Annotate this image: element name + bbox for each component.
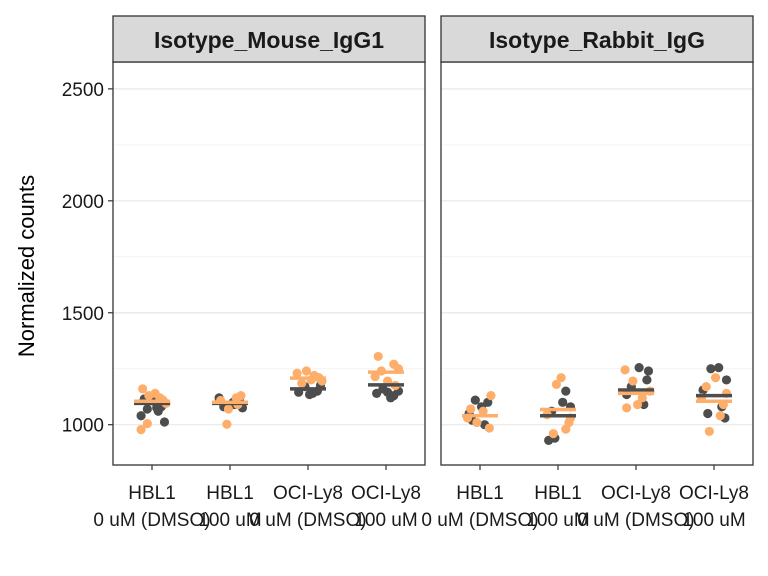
panel-isotype-rabbit-igg: Isotype_Rabbit_IgG HBL1 0 uM (DMSO) HBL1 10… xyxy=(421,15,754,531)
data-point-dark xyxy=(386,393,396,403)
data-point-orange xyxy=(222,419,232,429)
y-tick-label: 1000 xyxy=(62,416,104,437)
data-point-dark xyxy=(642,375,652,385)
data-point-orange xyxy=(620,365,630,375)
data-point-dark xyxy=(153,406,163,416)
x-tick-label-line2: 100 uM xyxy=(526,510,589,531)
data-point-orange xyxy=(297,378,307,388)
data-point-orange xyxy=(701,382,711,392)
data-point-dark xyxy=(308,388,318,398)
y-axis-title: Normalized counts xyxy=(14,175,39,357)
x-tick-label-line2: 100 uM xyxy=(198,510,261,531)
data-point-dark xyxy=(159,417,170,427)
strip-background xyxy=(112,15,426,63)
data-point-dark xyxy=(136,411,146,421)
data-point-orange xyxy=(236,390,246,401)
data-point-dark xyxy=(721,375,732,385)
x-tick-label-line1: HBL1 xyxy=(206,483,254,504)
data-point-orange xyxy=(136,425,146,435)
x-tick-label-line2: 0 uM (DMSO) xyxy=(93,510,210,531)
data-point-orange xyxy=(622,403,632,413)
x-tick-label-line1: OCI-Ly8 xyxy=(679,483,749,504)
data-point-dark xyxy=(703,408,713,419)
x-tick-label-line2: 0 uM (DMSO) xyxy=(249,510,366,531)
data-point-orange xyxy=(637,393,647,403)
data-point-orange xyxy=(548,429,558,439)
strip-title: Isotype_Mouse_IgG1 xyxy=(154,27,384,53)
x-tick-label-line2: 100 uM xyxy=(682,510,745,531)
data-point-dark xyxy=(706,364,716,374)
x-tick-label-line1: OCI-Ly8 xyxy=(351,483,421,504)
data-point-orange xyxy=(466,404,476,414)
data-point-orange xyxy=(710,373,721,383)
y-tick-label: 2000 xyxy=(62,192,104,213)
data-point-orange xyxy=(150,388,160,398)
strip-title: Isotype_Rabbit_IgG xyxy=(489,27,705,53)
x-tick-label-line2: 0 uM (DMSO) xyxy=(421,510,538,531)
data-point-dark xyxy=(142,404,152,414)
data-point-orange xyxy=(472,417,482,428)
data-point-orange xyxy=(556,373,566,383)
data-point-orange xyxy=(292,368,302,378)
data-point-orange xyxy=(142,418,152,429)
data-point-orange xyxy=(478,406,488,416)
data-point-dark xyxy=(470,395,480,405)
data-point-orange xyxy=(373,351,383,362)
y-tick-label: 2500 xyxy=(62,80,104,101)
data-point-orange xyxy=(486,390,496,401)
data-point-orange xyxy=(223,404,234,414)
data-point-orange xyxy=(301,366,312,376)
x-tick-label-line2: 100 uM xyxy=(354,510,417,531)
x-tick-label-line1: HBL1 xyxy=(456,483,504,504)
data-point-orange xyxy=(632,399,643,410)
x-tick-label-line2: 0 uM (DMSO) xyxy=(577,510,694,531)
x-tick-label-line1: OCI-Ly8 xyxy=(601,483,671,504)
data-point-dark xyxy=(714,363,724,373)
data-point-orange xyxy=(484,423,494,433)
data-point-orange xyxy=(628,376,638,386)
panel-isotype-mouse-igg1: Isotype_Mouse_IgG1 HBL1 0 uM (DMSO) HBL1 10… xyxy=(93,15,426,531)
data-point-dark xyxy=(643,366,654,376)
data-point-orange xyxy=(551,379,562,389)
strip-background xyxy=(440,15,754,63)
data-point-dark xyxy=(558,397,568,407)
x-tick-label-line1: HBL1 xyxy=(534,483,582,504)
x-tick-label-line1: HBL1 xyxy=(128,483,176,504)
data-point-dark xyxy=(634,363,644,373)
x-tick-label-line1: OCI-Ly8 xyxy=(273,483,343,504)
y-axis: 1000 1500 2000 2500 xyxy=(62,80,113,437)
data-point-dark xyxy=(561,386,571,396)
data-point-orange xyxy=(370,371,380,382)
data-point-orange xyxy=(704,426,714,437)
data-point-orange xyxy=(138,384,148,394)
data-point-orange xyxy=(715,411,725,421)
data-point-orange xyxy=(564,417,574,428)
y-tick-label: 1500 xyxy=(62,304,104,325)
